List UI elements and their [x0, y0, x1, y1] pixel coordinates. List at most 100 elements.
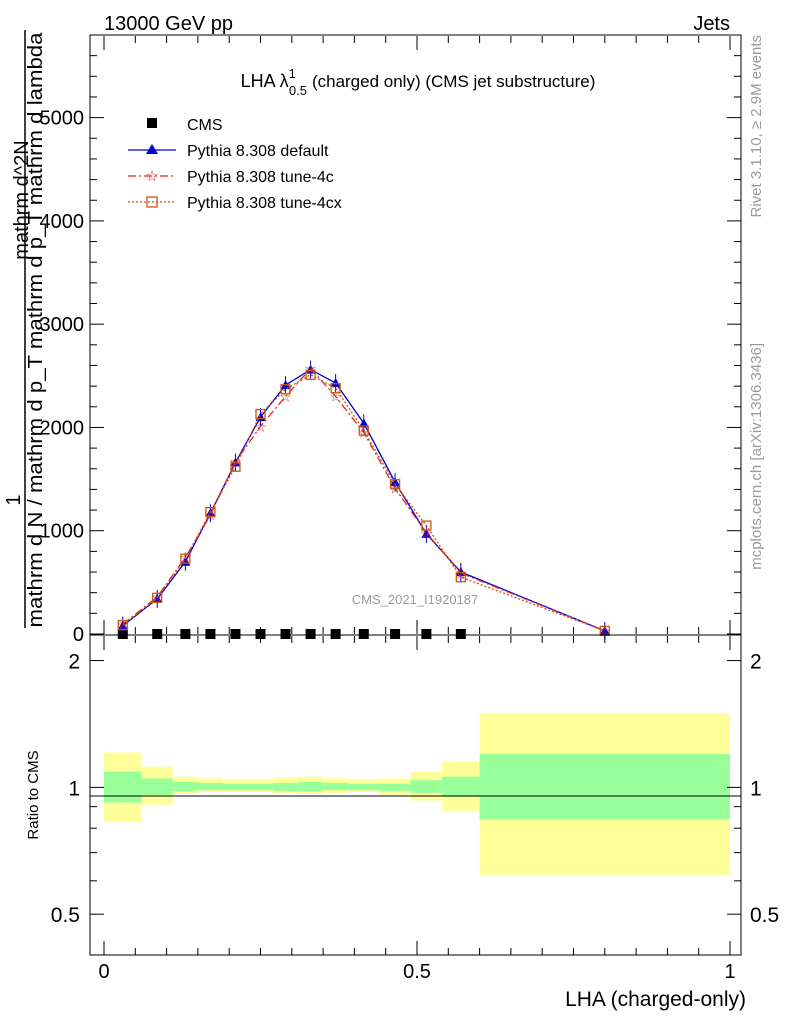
ratio-band-inner	[379, 783, 411, 792]
ratio-band-inner	[479, 754, 730, 820]
data-point-default	[358, 418, 369, 428]
ylabel-right: mathrm d^2N	[11, 140, 33, 259]
legend: CMS Pythia 8.308 default ☆ Pythia 8.308 …	[128, 117, 342, 212]
ylabel-denominator: mathrm d N / mathrm d p_T mathrm d p_T m…	[25, 32, 47, 628]
data-point-tune4cx	[117, 620, 128, 631]
data-point-cms	[280, 629, 291, 639]
ratio-y-tick-label: 1	[68, 777, 80, 800]
data-point-cms	[421, 629, 432, 639]
data-point-default	[330, 378, 341, 388]
header-left: 13000 GeV pp	[104, 13, 233, 35]
data-point-cms	[390, 629, 401, 639]
data-point-tune4c: ☆	[229, 454, 242, 470]
x-tick-label: 0	[98, 961, 109, 983]
data-point-tune4cx	[255, 408, 266, 420]
ratio-band-inner	[247, 783, 274, 791]
legend-marker-tune4cx	[146, 196, 158, 208]
ratio-band-inner	[104, 771, 142, 803]
watermark: CMS_2021_I1920187	[352, 592, 479, 607]
series-line-3	[122, 374, 606, 632]
title-sup: 1	[289, 66, 296, 81]
data-point-tune4cx	[152, 592, 163, 604]
ylabel-numerator: 1	[3, 494, 25, 505]
title-rest: (charged only) (CMS jet substructure)	[312, 72, 595, 91]
side-text-rivet: Rivet 3.1.10, ≥ 2.9M events	[748, 35, 765, 218]
ratio-ticks: 0.5 0.5 1 1 2 2	[51, 636, 779, 955]
legend-item-default: Pythia 8.308 default	[128, 143, 329, 160]
legend-item-tune4cx: Pythia 8.308 tune-4cx	[128, 195, 342, 212]
data-point-tune4cx	[455, 572, 466, 583]
data-point-cms	[330, 629, 341, 639]
ratio-y-tick-label-right: 2	[750, 651, 762, 674]
y-tick-label: 3000	[40, 314, 85, 336]
data-point-cms	[205, 629, 216, 639]
y-tick-label: 0	[73, 624, 84, 646]
ratio-y-tick-label: 2	[68, 651, 80, 674]
legend-item-cms: CMS	[147, 117, 223, 134]
y-tick-label: 1000	[40, 521, 85, 543]
data-point-tune4c: ☆	[420, 525, 433, 541]
ratio-bands	[104, 713, 730, 875]
data-point-tune4cx	[389, 479, 401, 490]
ratio-ylabel: Ratio to CMS	[25, 750, 42, 839]
ratio-band-inner	[172, 781, 198, 792]
data-point-tune4cx	[180, 553, 191, 564]
legend-label-tune4cx: Pythia 8.308 tune-4cx	[187, 195, 342, 212]
ratio-band-inner	[298, 781, 324, 792]
data-point-cms	[152, 629, 163, 639]
ratio-frame	[89, 634, 742, 956]
main-series: ☆☆☆☆☆☆☆☆☆☆☆☆☆☆	[116, 361, 611, 640]
x-ticklabels: 0 0.5 1	[98, 961, 735, 983]
data-point-tune4cx	[330, 383, 341, 394]
x-tick-label: 0.5	[403, 961, 431, 983]
data-point-cms	[180, 629, 191, 639]
main-ticks: 0 1000 2000 3000 4000 5000	[40, 34, 741, 646]
data-point-tune4cx	[205, 506, 216, 518]
y-tick-label: 4000	[40, 211, 85, 233]
side-text-mcplots: mcplots.cern.ch [arXiv:1306.3436]	[748, 343, 765, 570]
data-point-default	[421, 528, 432, 538]
ratio-y-tick-label: 0.5	[51, 904, 80, 927]
data-point-default	[117, 620, 128, 630]
data-point-tune4cx	[421, 520, 432, 531]
legend-marker-tune4c: ☆	[145, 168, 158, 185]
legend-label-cms: CMS	[187, 117, 223, 134]
legend-item-tune4c: ☆ Pythia 8.308 tune-4c	[128, 168, 334, 186]
ratio-band-inner	[348, 783, 380, 791]
title-main: LHA λ	[241, 71, 289, 91]
data-point-tune4cx	[305, 369, 316, 380]
title-sub: 0.5	[289, 83, 307, 98]
y-tick-label: 5000	[40, 108, 85, 130]
data-point-tune4cx	[280, 384, 291, 395]
data-point-tune4cx	[230, 461, 241, 472]
ratio-y-tick-label-right: 1	[750, 777, 762, 800]
data-point-cms	[255, 629, 266, 639]
legend-marker-default	[146, 144, 158, 154]
legend-label-default: Pythia 8.308 default	[187, 143, 329, 160]
ratio-y-tick-label-right: 0.5	[750, 904, 779, 927]
ratio-band-inner	[222, 783, 248, 791]
data-point-cms	[230, 629, 241, 639]
data-point-tune4c: ☆	[254, 418, 267, 434]
data-point-cms	[358, 629, 369, 639]
x-axis-label: LHA (charged-only)	[565, 988, 746, 1011]
data-point-tune4c: ☆	[279, 388, 292, 404]
legend-label-tune4c: Pythia 8.308 tune-4c	[187, 169, 334, 186]
x-tick-label: 1	[724, 961, 735, 983]
data-point-default	[390, 477, 401, 487]
ratio-band-inner	[410, 780, 443, 793]
ratio-band-inner	[323, 782, 349, 791]
ratio-panel: 0.5 0.5 1 1 2 2	[51, 634, 779, 956]
y-tick-label: 2000	[40, 417, 85, 439]
legend-marker-cms	[147, 118, 157, 128]
data-point-cms	[305, 629, 316, 639]
chart-title: LHA λ1 0.5 (charged only) (CMS jet substru…	[241, 66, 596, 98]
ratio-band-inner	[197, 782, 223, 791]
data-point-tune4cx	[358, 425, 369, 436]
ratio-band-inner	[273, 782, 299, 792]
data-point-tune4c: ☆	[304, 361, 317, 377]
header-right: Jets	[693, 13, 730, 35]
ratio-band-inner	[442, 776, 480, 797]
